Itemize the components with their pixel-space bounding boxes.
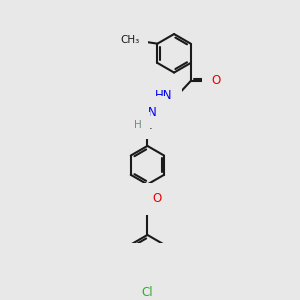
Text: HN: HN [155, 89, 173, 102]
Text: O: O [153, 192, 162, 206]
Text: Cl: Cl [142, 286, 153, 299]
Text: N: N [148, 106, 157, 119]
Text: CH₃: CH₃ [120, 35, 139, 45]
Text: O: O [212, 74, 221, 88]
Text: H: H [134, 121, 141, 130]
